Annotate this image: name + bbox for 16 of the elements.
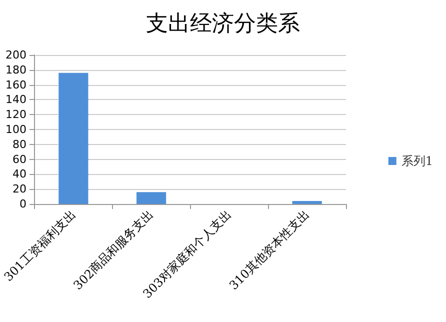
bar: [292, 201, 322, 204]
y-tick-label: 140: [5, 93, 26, 106]
chart-title: 支出经济分类系: [146, 12, 300, 36]
bar: [58, 72, 88, 204]
y-tick-label: 200: [5, 48, 26, 62]
y-tick-label: 20: [12, 182, 26, 196]
y-tick-label: 0: [19, 198, 26, 210]
y-tick-label: 60: [12, 152, 26, 166]
bar: [136, 192, 166, 204]
y-tick-label: 160: [5, 78, 26, 92]
y-tick-label: 180: [5, 63, 26, 76]
y-tick-label: 80: [12, 138, 26, 151]
legend-label: 系列1: [401, 154, 434, 168]
y-tick-label: 100: [5, 123, 26, 136]
y-tick-label: 40: [12, 168, 26, 181]
y-tick-label: 120: [5, 108, 26, 122]
